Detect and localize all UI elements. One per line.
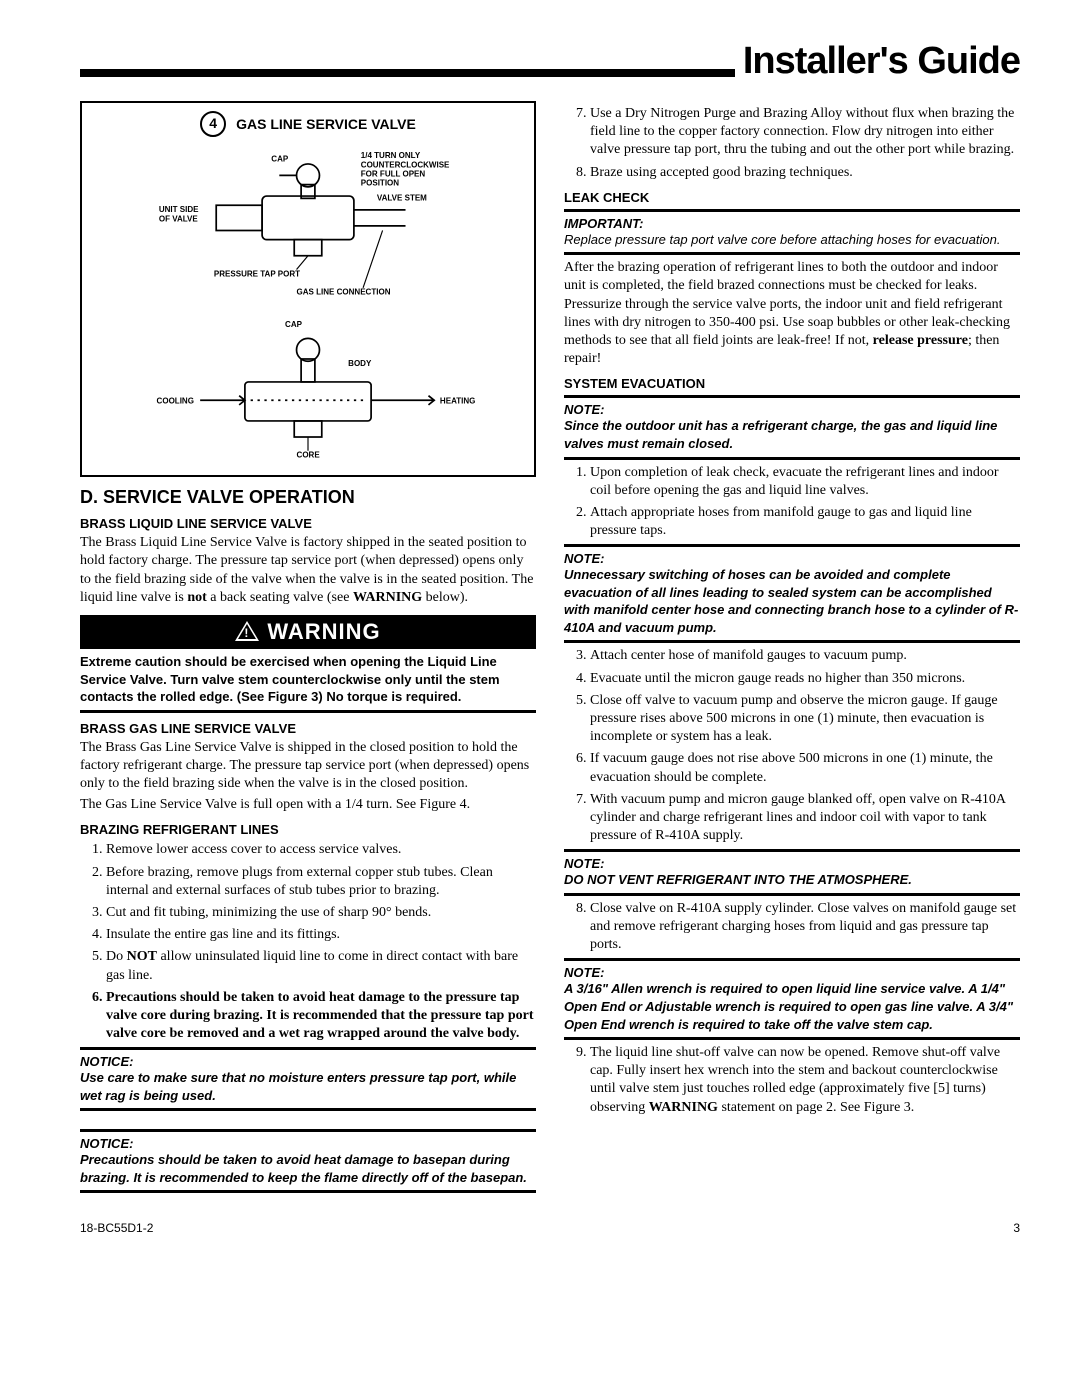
- sys-item: Close off valve to vacuum pump and obser…: [590, 692, 1020, 747]
- figure-4: 4 GAS LINE SERVICE VALVE: [80, 101, 536, 477]
- lbl-body: BODY: [348, 359, 372, 368]
- leak-para: After the brazing operation of refrigera…: [564, 259, 1020, 368]
- figure-svg: CAP 1/4 TURN ONLY COUNTERCLOCKWISE FOR F…: [90, 141, 526, 462]
- system-evac-heading: SYSTEM EVACUATION: [564, 376, 1020, 391]
- sys-list-c: Close valve on R-410A supply cylinder. C…: [564, 900, 1020, 955]
- sys-note4-label: NOTE:: [564, 965, 1020, 980]
- header: Installer's Guide: [80, 40, 1020, 83]
- brazing-item: Before brazing, remove plugs from extern…: [106, 864, 536, 900]
- notice2-label: NOTICE:: [80, 1136, 536, 1151]
- sys-item: With vacuum pump and micron gauge blanke…: [590, 791, 1020, 846]
- sys-item: Attach center hose of manifold gauges to…: [590, 647, 1020, 665]
- sys-item: The liquid line shut-off valve can now b…: [590, 1044, 1020, 1117]
- brazing-item: Remove lower access cover to access serv…: [106, 841, 536, 859]
- lbl-valve-stem: VALVE STEM: [377, 194, 427, 203]
- brazing-item: Do NOT allow uninsulated liquid line to …: [106, 948, 536, 984]
- sys-note4-text: A 3/16" Allen wrench is required to open…: [564, 980, 1020, 1033]
- lbl-heating: HEATING: [440, 397, 475, 406]
- brass-gas-p1: The Brass Gas Line Service Valve is ship…: [80, 739, 536, 794]
- sys-note2-text: Unnecessary switching of hoses can be av…: [564, 566, 1020, 636]
- sys-item: If vacuum gauge does not rise above 500 …: [590, 750, 1020, 786]
- important-label: IMPORTANT:: [564, 216, 1020, 231]
- sys-list-b: Attach center hose of manifold gauges to…: [564, 647, 1020, 845]
- sys-item: Evacuate until the micron gauge reads no…: [590, 670, 1020, 688]
- warning-box: ! WARNING: [80, 615, 536, 649]
- brazing-cont-item: Braze using accepted good brazing techni…: [590, 164, 1020, 182]
- sys-item: Upon completion of leak check, evacuate …: [590, 464, 1020, 500]
- sys-list-a: Upon completion of leak check, evacuate …: [564, 464, 1020, 541]
- lbl-unit-side: UNIT SIDE OF VALVE: [159, 205, 201, 223]
- brazing-cont-list: Use a Dry Nitrogen Purge and Brazing All…: [564, 105, 1020, 182]
- lbl-core: CORE: [297, 451, 321, 460]
- important-text: Replace pressure tap port valve core bef…: [564, 231, 1020, 249]
- figure-number: 4: [200, 111, 226, 137]
- brass-liquid-heading: BRASS LIQUID LINE SERVICE VALVE: [80, 516, 536, 531]
- section-d-title: D. SERVICE VALVE OPERATION: [80, 487, 536, 508]
- leak-check-heading: LEAK CHECK: [564, 190, 1020, 205]
- sys-note3-label: NOTE:: [564, 856, 1020, 871]
- notice2-text: Precautions should be taken to avoid hea…: [80, 1151, 536, 1186]
- lbl-gas-line: GAS LINE CONNECTION: [297, 288, 391, 297]
- warning-text: Extreme caution should be exercised when…: [80, 653, 536, 706]
- sys-note3-text: DO NOT VENT REFRIGERANT INTO THE ATMOSPH…: [564, 871, 1020, 889]
- sys-note1-label: NOTE:: [564, 402, 1020, 417]
- notice1-text: Use care to make sure that no moisture e…: [80, 1069, 536, 1104]
- brass-gas-p2: The Gas Line Service Valve is full open …: [80, 796, 536, 814]
- warning-label: WARNING: [267, 619, 380, 644]
- notice1-label: NOTICE:: [80, 1054, 536, 1069]
- lbl-cap: CAP: [271, 155, 289, 164]
- lbl-cooling: COOLING: [157, 397, 194, 406]
- page-title: Installer's Guide: [743, 40, 1020, 83]
- sys-list-d: The liquid line shut-off valve can now b…: [564, 1044, 1020, 1117]
- footer: 18-BC55D1-2 3: [80, 1221, 1020, 1235]
- brazing-item: Cut and fit tubing, minimizing the use o…: [106, 904, 536, 922]
- brazing-heading: BRAZING REFRIGERANT LINES: [80, 822, 536, 837]
- brazing-list: Remove lower access cover to access serv…: [80, 841, 536, 1043]
- brazing-item: Precautions should be taken to avoid hea…: [106, 989, 536, 1044]
- header-bar: [80, 69, 735, 77]
- footer-right: 3: [1013, 1221, 1020, 1235]
- brass-liquid-para: The Brass Liquid Line Service Valve is f…: [80, 534, 536, 607]
- sys-item: Close valve on R-410A supply cylinder. C…: [590, 900, 1020, 955]
- footer-left: 18-BC55D1-2: [80, 1221, 153, 1235]
- lbl-pressure-tap: PRESSURE TAP PORT: [214, 269, 300, 278]
- brass-gas-heading: BRASS GAS LINE SERVICE VALVE: [80, 721, 536, 736]
- sys-note1-text: Since the outdoor unit has a refrigerant…: [564, 417, 1020, 452]
- brazing-cont-item: Use a Dry Nitrogen Purge and Brazing All…: [590, 105, 1020, 160]
- figure-title: GAS LINE SERVICE VALVE: [236, 116, 416, 132]
- sys-note2-label: NOTE:: [564, 551, 1020, 566]
- brazing-item: Insulate the entire gas line and its fit…: [106, 926, 536, 944]
- lbl-cap2: CAP: [285, 320, 303, 329]
- warning-icon: !: [235, 621, 259, 641]
- sys-item: Attach appropriate hoses from manifold g…: [590, 504, 1020, 540]
- lbl-turn: 1/4 TURN ONLY COUNTERCLOCKWISE FOR FULL …: [361, 151, 452, 188]
